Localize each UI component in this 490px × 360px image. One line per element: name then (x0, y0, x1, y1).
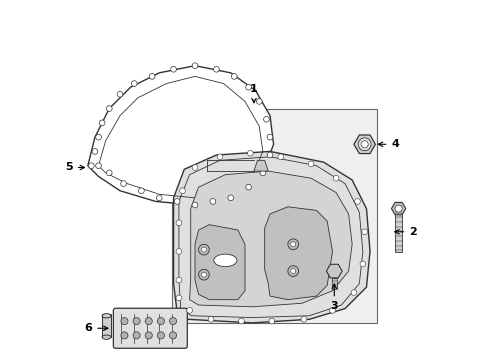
Circle shape (247, 150, 253, 156)
Circle shape (157, 332, 165, 339)
Circle shape (170, 318, 176, 325)
Circle shape (269, 318, 275, 324)
Circle shape (264, 116, 270, 122)
Circle shape (210, 199, 216, 204)
Circle shape (187, 307, 193, 313)
Circle shape (106, 106, 112, 111)
Circle shape (217, 154, 223, 159)
Circle shape (291, 269, 296, 274)
Circle shape (198, 269, 209, 280)
Text: 1: 1 (250, 84, 258, 103)
Circle shape (245, 84, 251, 90)
Circle shape (260, 170, 266, 176)
Circle shape (133, 318, 140, 325)
Circle shape (192, 63, 198, 68)
Polygon shape (195, 225, 245, 300)
Bar (172, 109, 377, 323)
Circle shape (156, 195, 162, 201)
Circle shape (361, 141, 368, 148)
Circle shape (228, 195, 234, 201)
Circle shape (358, 138, 371, 151)
Circle shape (96, 163, 101, 168)
Circle shape (395, 205, 402, 212)
Circle shape (176, 249, 182, 254)
Circle shape (174, 199, 180, 204)
Circle shape (360, 261, 366, 267)
Circle shape (176, 295, 182, 301)
Circle shape (89, 163, 94, 168)
Circle shape (180, 188, 185, 194)
Circle shape (145, 318, 152, 325)
Circle shape (176, 277, 182, 283)
Circle shape (149, 73, 155, 79)
Circle shape (131, 81, 137, 86)
Circle shape (133, 332, 140, 339)
Circle shape (355, 199, 360, 204)
Circle shape (267, 152, 273, 158)
Circle shape (198, 244, 209, 255)
Circle shape (170, 332, 176, 339)
Text: 2: 2 (395, 227, 417, 237)
Bar (332, 278, 337, 289)
Text: 6: 6 (84, 323, 108, 333)
Circle shape (362, 229, 368, 235)
Circle shape (308, 161, 314, 167)
Bar (395, 211, 402, 252)
Circle shape (256, 99, 262, 104)
Circle shape (231, 73, 237, 79)
Circle shape (145, 332, 152, 339)
Circle shape (171, 66, 176, 72)
Circle shape (121, 181, 126, 186)
Circle shape (267, 134, 273, 140)
Polygon shape (265, 207, 333, 300)
Text: 3: 3 (330, 284, 338, 311)
Circle shape (301, 316, 307, 322)
Circle shape (201, 272, 206, 277)
Circle shape (278, 154, 284, 159)
Ellipse shape (214, 254, 237, 267)
Circle shape (106, 170, 112, 176)
Circle shape (333, 175, 339, 181)
Ellipse shape (102, 314, 111, 318)
Circle shape (139, 188, 144, 194)
Circle shape (239, 318, 245, 324)
Circle shape (288, 239, 298, 249)
Circle shape (330, 307, 335, 313)
Text: 4: 4 (378, 139, 399, 149)
Circle shape (92, 149, 98, 154)
Polygon shape (88, 66, 273, 205)
Bar (102, 314, 111, 337)
Circle shape (208, 316, 214, 322)
Polygon shape (173, 152, 370, 323)
Circle shape (192, 202, 198, 208)
Circle shape (192, 165, 198, 170)
Circle shape (288, 266, 298, 276)
Circle shape (117, 91, 123, 97)
Circle shape (214, 66, 220, 72)
Circle shape (245, 184, 251, 190)
Ellipse shape (102, 335, 111, 339)
Polygon shape (254, 160, 268, 171)
Circle shape (351, 290, 357, 296)
Circle shape (121, 332, 128, 339)
Circle shape (157, 318, 165, 325)
Circle shape (201, 247, 206, 252)
Circle shape (121, 318, 128, 325)
FancyBboxPatch shape (113, 308, 187, 348)
Text: 5: 5 (65, 162, 84, 172)
Polygon shape (190, 171, 352, 307)
Circle shape (99, 120, 105, 126)
Circle shape (291, 242, 296, 247)
Circle shape (176, 220, 182, 226)
Circle shape (96, 134, 101, 140)
